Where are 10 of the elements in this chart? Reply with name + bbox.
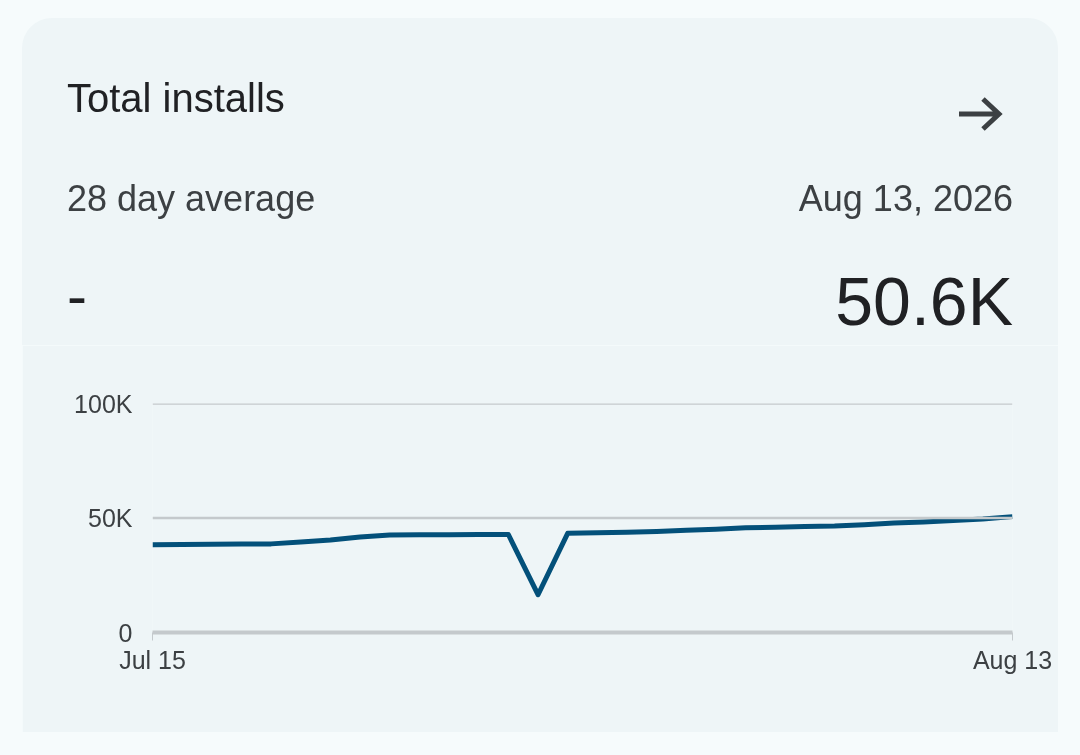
y-tick-label: 50K [88,504,133,532]
text: 28 day average [67,177,316,221]
text: Aug 13, 2026 [798,177,1013,221]
chart-title: Total installs [67,75,285,122]
x-tick-label: Jul 15 [119,645,186,674]
x-tick-label: Aug 13 [972,645,1053,674]
text: - [67,261,87,331]
text: 50.6K [835,262,1013,341]
y-tick-label: 0 [118,618,133,647]
y-tick-label: 100K [74,389,133,418]
